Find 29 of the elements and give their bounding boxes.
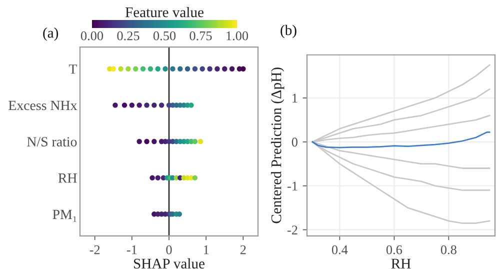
text: (a) <box>43 28 58 41</box>
y-tick-label: Excess NHx <box>8 100 78 110</box>
x-tick-label: -2 <box>90 245 100 254</box>
x-tick-label: 0 <box>166 245 172 254</box>
x-tick-label: 2 <box>240 245 246 254</box>
y-tick-label: 1 <box>292 94 298 103</box>
y-tick-label: N/S ratio <box>27 137 77 146</box>
color-bar-title: Feature value <box>125 6 204 18</box>
y-tick-label: 0 <box>292 138 298 147</box>
color-bar-label: 1.00 <box>226 31 248 40</box>
color-bar-label: 0.00 <box>80 31 104 40</box>
color-bar-label: 0.25 <box>117 31 140 40</box>
y-tick-label: -2 <box>287 226 298 234</box>
line-series <box>312 132 490 148</box>
y-tick-label: RH <box>58 174 77 183</box>
x-tick-label: 1 <box>204 245 209 254</box>
color-bar-label: 0.50 <box>153 31 176 40</box>
color-bar-label: 0.75 <box>190 31 212 40</box>
x-tick-label: 0.4 <box>332 245 348 254</box>
x-axis-title: SHAP value <box>134 258 204 269</box>
text: (b) <box>280 24 296 38</box>
x-tick-label: -1 <box>126 245 137 254</box>
y-tick-label: -1 <box>287 182 298 190</box>
y-axis-title: Centered Prediction (ΔpH) <box>270 68 284 224</box>
x-axis-title: RH <box>391 258 411 268</box>
x-tick-label: 0.6 <box>386 245 402 254</box>
y-tick-label: PM₁ <box>52 210 76 222</box>
y-tick-label: T <box>68 64 77 74</box>
x-tick-label: 0.8 <box>440 245 456 254</box>
